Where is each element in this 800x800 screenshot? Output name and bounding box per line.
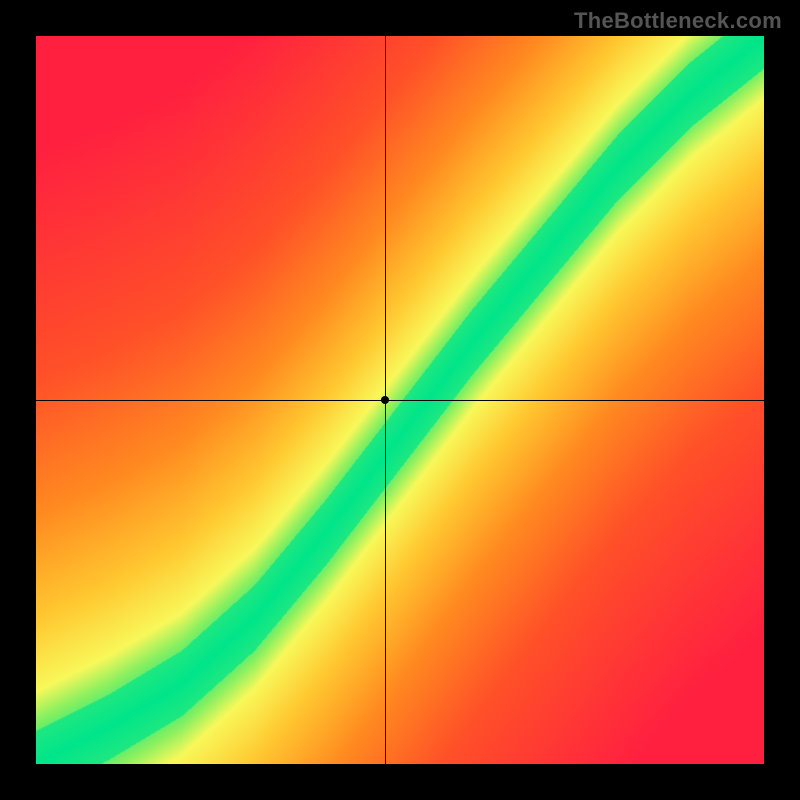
- crosshair-marker: [381, 396, 389, 404]
- heatmap-plot: [36, 36, 764, 764]
- watermark-text: TheBottleneck.com: [574, 8, 782, 34]
- crosshair-horizontal: [36, 400, 764, 401]
